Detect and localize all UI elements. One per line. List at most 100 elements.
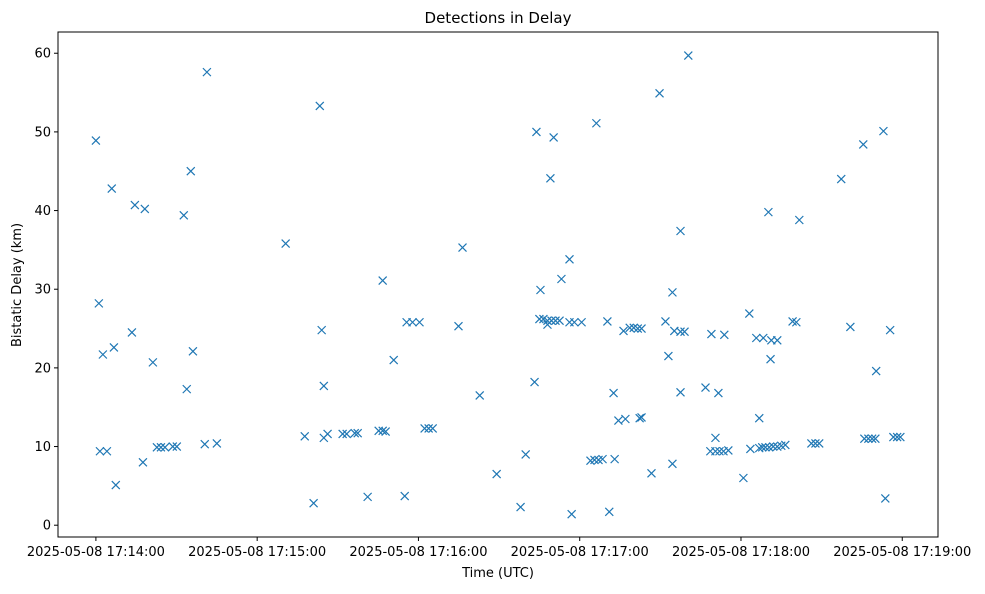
data-point-marker: [182, 384, 192, 394]
data-point-marker: [870, 434, 880, 444]
y-tick-label: 20: [34, 361, 51, 376]
data-point-marker: [424, 424, 434, 433]
data-point-marker: [701, 383, 710, 392]
data-point-marker: [109, 343, 119, 352]
data-point-marker: [680, 327, 689, 337]
data-point-marker: [744, 309, 754, 319]
y-tick-label: 10: [34, 440, 51, 455]
data-point-marker: [661, 317, 670, 326]
data-point-marker: [188, 346, 198, 356]
data-point-marker: [156, 442, 166, 452]
data-point-marker: [637, 324, 646, 333]
data-point-marker: [532, 127, 541, 137]
data-point-marker: [130, 200, 140, 210]
data-point-marker: [620, 414, 630, 424]
data-point-marker: [745, 444, 755, 454]
data-point-marker: [794, 215, 804, 225]
x-tick-label: 2025-05-08 17:14:00: [27, 545, 165, 560]
data-point-marker: [676, 226, 685, 236]
data-point-marker: [415, 317, 424, 327]
data-point-marker: [516, 502, 526, 512]
x-tick-label: 2025-05-08 17:18:00: [672, 545, 810, 560]
x-axis: 2025-05-08 17:14:00 2025-05-08 17:15:00 20…: [27, 537, 971, 560]
data-point-marker: [633, 324, 643, 333]
data-point-marker: [492, 469, 502, 479]
data-point-marker: [378, 276, 388, 285]
data-point-marker: [551, 316, 560, 326]
data-point-marker: [668, 287, 677, 297]
y-tick-label: 30: [34, 283, 51, 298]
data-point-marker: [757, 442, 767, 452]
data-point-marker: [565, 254, 574, 264]
data-point-marker: [338, 429, 348, 439]
data-point-marker: [806, 438, 816, 448]
data-point-marker: [300, 431, 310, 441]
data-point-marker: [400, 491, 410, 501]
data-point-marker: [761, 442, 770, 452]
data-point-marker: [319, 381, 329, 391]
data-point-marker: [98, 350, 108, 359]
data-point-marker: [309, 498, 319, 508]
data-point-marker: [202, 67, 212, 77]
data-points: [91, 51, 905, 519]
data-point-marker: [895, 432, 905, 442]
data-point-marker: [353, 428, 363, 438]
data-point-marker: [713, 388, 723, 398]
data-point-marker: [719, 330, 729, 340]
data-point-marker: [381, 427, 391, 437]
data-point-marker: [95, 446, 105, 456]
data-point-marker: [613, 416, 623, 426]
data-point-marker: [780, 440, 790, 450]
data-point-marker: [625, 323, 635, 333]
data-point-marker: [160, 442, 170, 452]
data-point-marker: [635, 413, 645, 423]
x-tick-label: 2025-05-08 17:15:00: [188, 545, 326, 560]
data-point-marker: [536, 285, 545, 295]
data-point-marker: [569, 317, 579, 327]
data-point-marker: [102, 446, 112, 456]
data-point-marker: [867, 434, 877, 444]
x-tick-label: 2025-05-08 17:16:00: [349, 545, 487, 560]
y-tick-label: 40: [34, 204, 51, 219]
x-tick-label: 2025-05-08 17:19:00: [833, 545, 971, 560]
data-point-marker: [885, 325, 895, 335]
data-point-marker: [577, 317, 587, 327]
data-point-marker: [668, 459, 677, 469]
data-point-marker: [598, 454, 607, 464]
data-point-marker: [543, 320, 552, 330]
x-axis-label: Time (UTC): [461, 566, 534, 581]
data-point-marker: [111, 480, 121, 490]
y-tick-label: 0: [43, 519, 51, 534]
data-point-marker: [879, 126, 888, 136]
data-point-marker: [152, 442, 162, 452]
data-point-marker: [768, 442, 778, 451]
y-axis: 0 10 20 30 40 50 60: [34, 47, 58, 534]
data-point-marker: [148, 357, 158, 367]
data-point-marker: [350, 428, 360, 438]
data-point-marker: [534, 314, 544, 324]
data-point-marker: [91, 136, 101, 145]
data-point-marker: [428, 424, 438, 433]
data-point-marker: [859, 434, 869, 444]
data-point-marker: [863, 434, 873, 444]
data-point-marker: [200, 439, 210, 449]
data-point-marker: [138, 457, 148, 467]
data-point-marker: [374, 426, 384, 436]
data-point-marker: [647, 468, 656, 478]
data-point-marker: [871, 366, 881, 376]
data-point-marker: [676, 327, 685, 337]
data-point-marker: [676, 387, 685, 397]
data-point-marker: [845, 322, 855, 332]
data-point-marker: [590, 455, 599, 465]
data-point-marker: [420, 424, 430, 433]
data-point-marker: [475, 390, 485, 400]
data-point-marker: [766, 354, 775, 364]
data-point-marker: [763, 207, 773, 217]
data-point-marker: [754, 413, 764, 423]
y-axis-label: Bistatic Delay (km): [10, 223, 25, 347]
data-point-marker: [521, 449, 531, 459]
data-point-marker: [791, 317, 801, 327]
data-point-marker: [655, 88, 664, 98]
data-point-marker: [363, 492, 373, 502]
data-point-marker: [711, 433, 720, 443]
